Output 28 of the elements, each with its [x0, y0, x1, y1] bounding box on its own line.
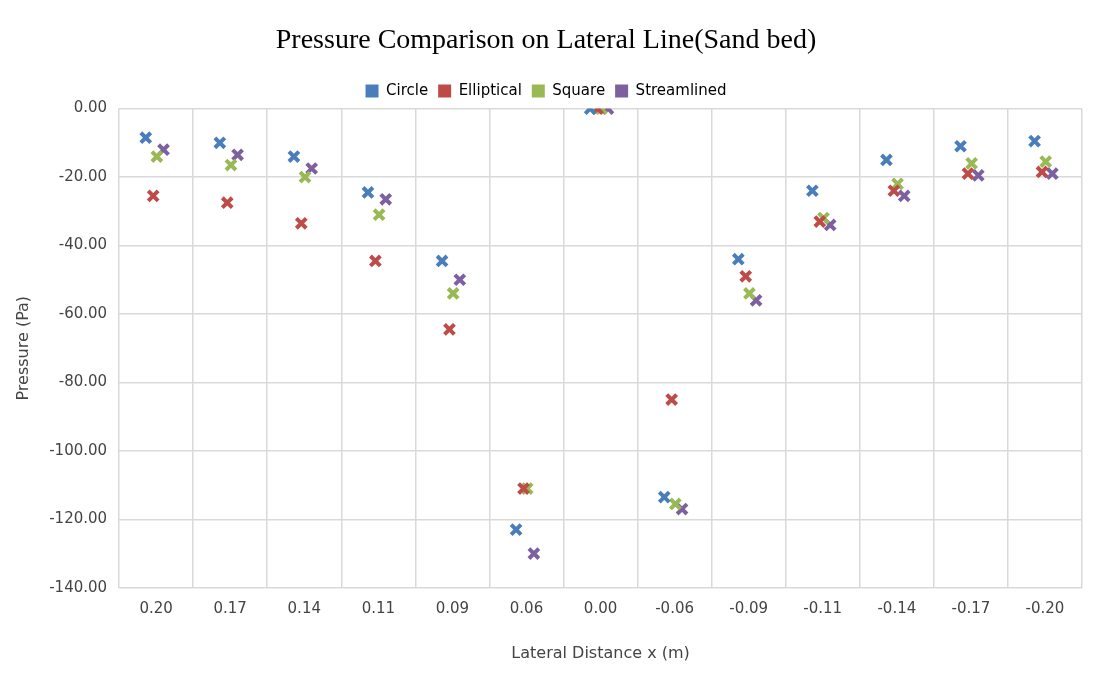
- x-tick-label: 0.06: [509, 598, 544, 617]
- legend-label: Square: [552, 80, 606, 99]
- x-tick-label: 0.14: [287, 598, 321, 617]
- y-tick-label: -80.00: [58, 372, 108, 391]
- x-tick-label: 0.09: [435, 598, 470, 617]
- y-tick-label: -100.00: [49, 440, 108, 459]
- x-tick-label: -0.06: [655, 598, 695, 617]
- x-tick-label: -0.14: [877, 598, 917, 617]
- x-tick-label: 0.20: [139, 598, 173, 617]
- y-tick-label: -40.00: [58, 235, 108, 254]
- x-tick-label: -0.11: [803, 598, 843, 617]
- y-tick-label: -120.00: [49, 509, 108, 528]
- y-axis-title: Pressure (Pa): [12, 295, 32, 401]
- x-tick-label: -0.09: [729, 598, 769, 617]
- chart-title: Pressure Comparison on Lateral Line(Sand bed): [275, 23, 817, 55]
- x-tick-label: -0.20: [1025, 598, 1065, 617]
- y-tick-label: -140.00: [49, 577, 108, 596]
- x-tick-label: 0.17: [213, 598, 247, 617]
- y-tick-label: -20.00: [58, 166, 108, 185]
- x-tick-label: 0.11: [361, 598, 396, 617]
- x-tick-label: -0.17: [951, 598, 991, 617]
- legend-label: Elliptical: [458, 80, 522, 99]
- legend-label: Circle: [386, 80, 429, 99]
- y-tick-label: -60.00: [58, 303, 108, 322]
- legend-label: Streamlined: [635, 80, 727, 99]
- x-tick-label: 0.00: [583, 598, 618, 617]
- y-tick-label: 0.00: [73, 98, 108, 117]
- x-axis-title: Lateral Distance x (m): [511, 642, 690, 662]
